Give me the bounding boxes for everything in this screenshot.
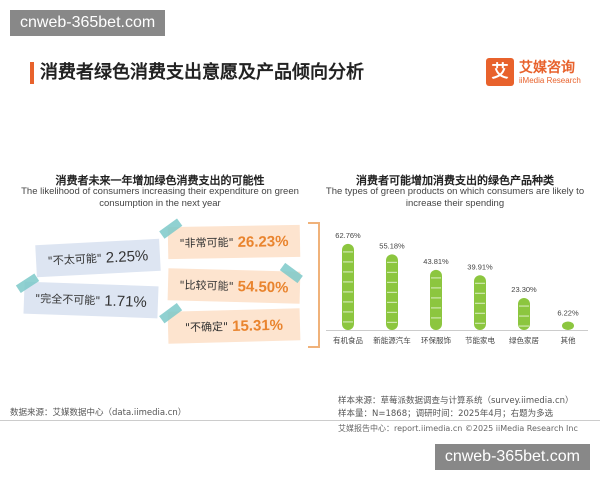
likelihood-value: 1.71% xyxy=(103,291,148,311)
left-panel-title-en: The likelihood of consumers increasing t… xyxy=(21,186,299,209)
data-label: 39.91% xyxy=(467,262,493,271)
bar xyxy=(562,321,574,330)
category-label: 绿色家居 xyxy=(509,335,539,345)
likelihood-label: "不确定" xyxy=(184,320,229,335)
likelihood-note-fairly-likely: "比较可能" 54.50% xyxy=(167,262,303,304)
data-label: 6.22% xyxy=(557,308,579,317)
watermark-top: cnweb-365bet.com xyxy=(10,10,166,36)
category-label: 新能源汽车 xyxy=(373,335,411,345)
logo-name-en: iiMedia Research xyxy=(519,76,581,85)
likelihood-value: 54.50% xyxy=(237,277,289,296)
bar xyxy=(518,298,530,330)
likelihood-label: "完全不可能" xyxy=(34,292,101,308)
iimedia-logo: 艾 艾媒咨询 iiMedia Research xyxy=(486,56,596,92)
category-label: 节能家电 xyxy=(465,335,495,345)
sample-size-note: 样本量：N=1868；调研时间：2025年4月；右题为多选 xyxy=(338,409,554,419)
likelihood-label: "不太可能" xyxy=(47,251,103,268)
likelihood-note-very-likely: "非常可能" 26.23% xyxy=(159,218,301,260)
data-source-note: 数据来源：艾媒数据中心（data.iimedia.cn） xyxy=(10,408,187,418)
left-panel-title-cn: 消费者未来一年增加绿色消费支出的可能性 xyxy=(55,174,265,187)
bar xyxy=(342,243,354,330)
right-panel-title-en: The types of green products on which con… xyxy=(325,186,585,209)
likelihood-value: 2.25% xyxy=(105,246,149,267)
product-category-bar-chart: 62.76% 有机食品 55.18% 新能源汽车 43.81% 环保服饰 39.91% 节能家… xyxy=(326,231,588,345)
sample-source-note: 样本来源：草莓派数据调查与计算系统（survey.iimedia.cn） xyxy=(338,396,574,406)
bar xyxy=(474,275,486,330)
category-label: 有机食品 xyxy=(333,335,363,345)
likelihood-value: 26.23% xyxy=(237,232,289,251)
likelihood-note-uncertain: "不确定" 15.31% xyxy=(159,302,301,344)
data-label: 43.81% xyxy=(423,257,449,266)
category-label: 环保服饰 xyxy=(421,335,451,345)
likelihood-value: 15.31% xyxy=(231,316,284,335)
footer-copyright: 艾媒报告中心：report.iimedia.cn ©2025 iiMedia R… xyxy=(338,424,578,433)
likelihood-note-impossible: "完全不可能" 1.71% xyxy=(15,273,159,319)
page-title: 消费者绿色消费支出意愿及产品倾向分析 xyxy=(40,62,364,83)
data-label: 62.76% xyxy=(335,231,361,240)
data-label: 23.30% xyxy=(511,285,537,294)
likelihood-label: "非常可能" xyxy=(179,236,234,250)
logo-mark-icon: 艾 xyxy=(486,58,514,86)
data-label: 55.18% xyxy=(379,241,405,250)
title-accent-bar xyxy=(30,62,34,84)
logo-name-cn: 艾媒咨询 xyxy=(519,60,575,76)
bracket-divider xyxy=(308,222,320,348)
footer-divider xyxy=(0,420,600,421)
likelihood-note-unlikely: "不太可能" 2.25% xyxy=(35,238,161,278)
bar xyxy=(430,269,442,330)
likelihood-label: "比较可能" xyxy=(179,278,234,293)
watermark-bottom: cnweb-365bet.com xyxy=(434,444,590,470)
category-label: 其他 xyxy=(561,335,576,345)
right-panel-title-cn: 消费者可能增加消费支出的绿色产品种类 xyxy=(356,174,554,187)
